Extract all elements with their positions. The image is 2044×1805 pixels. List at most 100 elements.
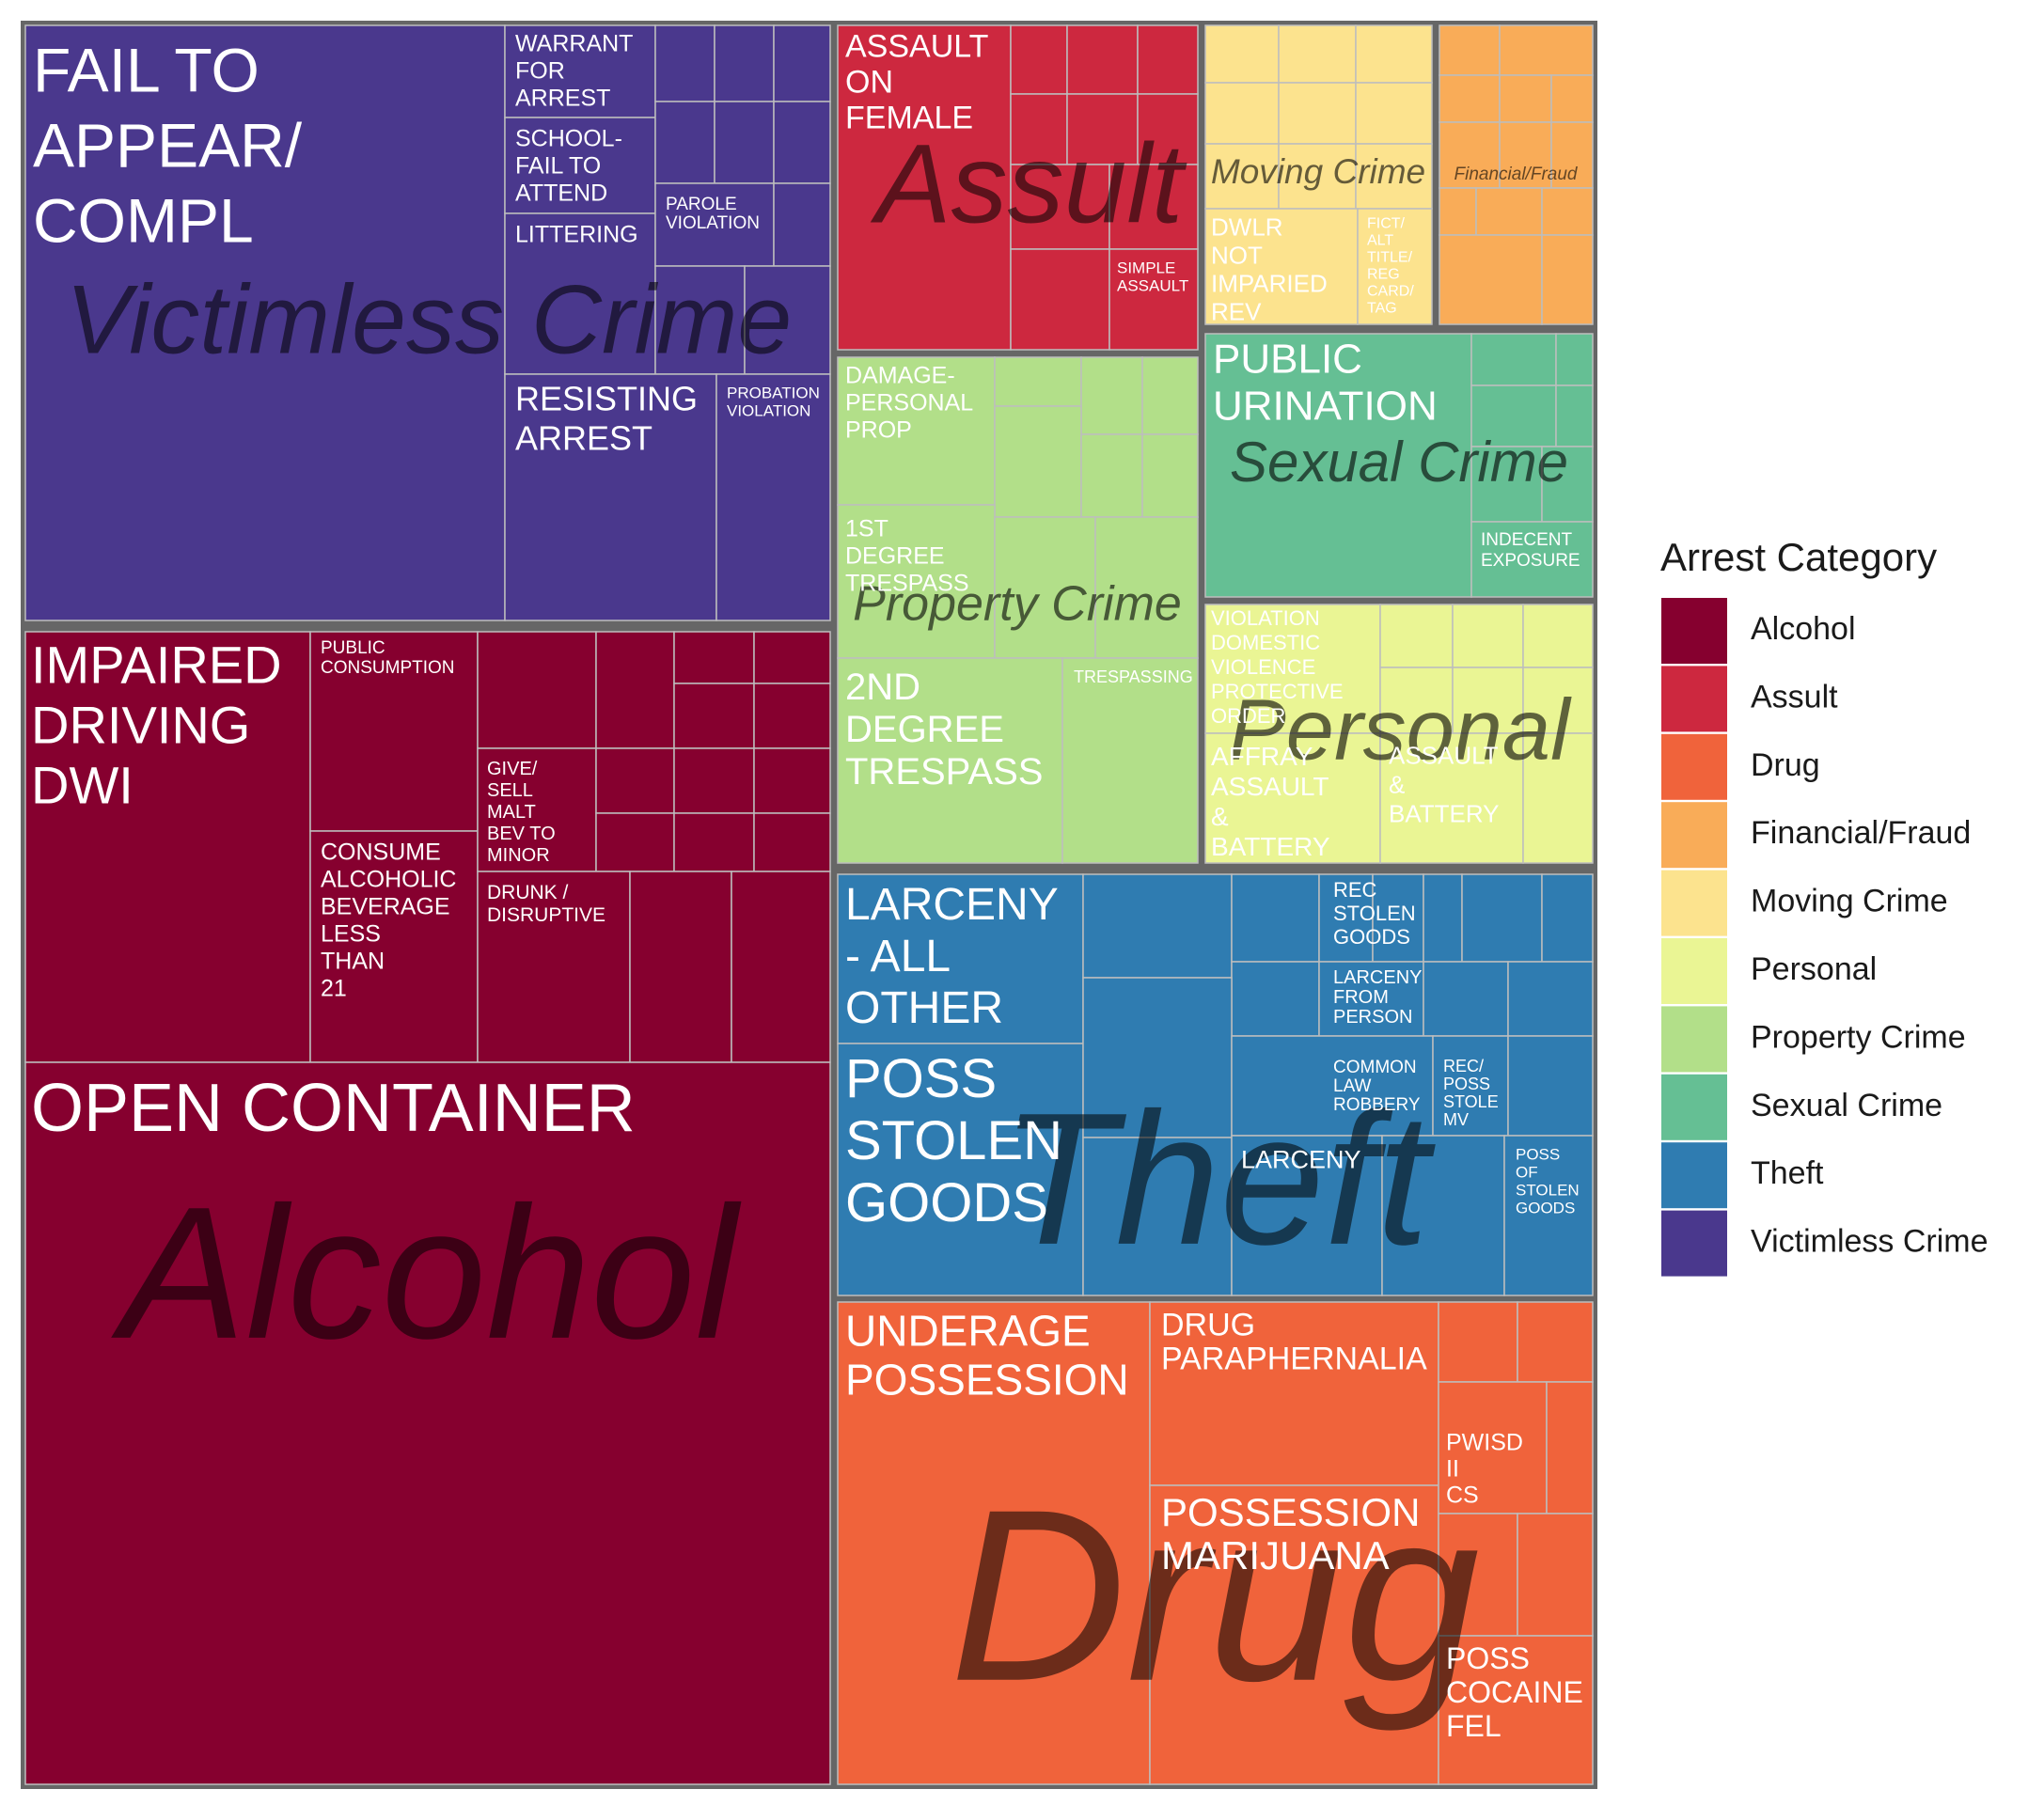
tile — [1546, 1381, 1594, 1515]
legend-label-assult: Assult — [1751, 679, 1838, 714]
tile-label-1st-degree-trespass: 1ST DEGREE TRESPASS — [845, 516, 969, 597]
tile — [1355, 143, 1433, 210]
tile — [773, 182, 831, 267]
tile — [673, 812, 755, 872]
tile — [629, 871, 732, 1063]
tile — [309, 830, 479, 1063]
legend-label-moving-crime: Moving Crime — [1751, 884, 1948, 919]
tile — [1379, 732, 1524, 864]
tile — [654, 182, 775, 267]
tile-label-assault-on-female: ASSAULT ON FEMALE — [845, 29, 988, 136]
tile-label-fict-alt-title-reg-card-tag: FICT/ALT TITLE/REG CARD/TAG — [1367, 215, 1414, 316]
group-label-personal: Personal — [1228, 682, 1572, 777]
tile — [1204, 732, 1381, 864]
tile — [1080, 356, 1143, 435]
tile — [1355, 82, 1433, 145]
tile — [837, 1043, 1084, 1296]
group-label-property-crime: Property Crime — [853, 577, 1182, 632]
tile — [1522, 667, 1594, 734]
group-moving-crime: Moving Crime DWLR NOT IMPARIED REV FICT/ALT TI… — [1204, 24, 1433, 325]
tile — [715, 373, 831, 621]
tile-label-poss-stolen-goods: POSS STOLEN GOODS — [845, 1048, 1062, 1233]
tile-label-drug-paraphernalia: DRUG PARAPHERNALIA — [1161, 1308, 1427, 1377]
tile — [1082, 1137, 1233, 1296]
tile — [24, 24, 506, 621]
tile-label-drunk-disruptive: DRUNK / DISRUPTIVE — [487, 882, 605, 926]
tile — [1499, 121, 1552, 189]
tile — [1137, 93, 1199, 165]
tile-label-violation-domestic-violence-protective-order: VIOLATION DOMESTIC VIOLENCE PROTECTIVE ORDER — [1211, 606, 1344, 728]
tile-label-affray-assault-battery: AFFRAY ASSAULT & BATTERY — [1211, 742, 1330, 861]
tile — [1066, 93, 1139, 165]
legend-swatch-financial-fraud — [1659, 800, 1729, 871]
legend-swatch-victimless-crime — [1659, 1208, 1729, 1279]
tile — [1080, 433, 1143, 518]
tile — [1439, 234, 1543, 325]
tile — [1231, 961, 1320, 1037]
tile-label-poss-of-stolen-goods: POSS OF STOLEN GOODS — [1516, 1145, 1580, 1216]
tile — [1439, 187, 1477, 236]
tile — [1550, 74, 1594, 123]
tile-label-possession-marijuana: POSSESSION MARIJUANA — [1161, 1490, 1420, 1577]
tile — [673, 747, 755, 814]
tile — [837, 24, 1012, 351]
tile-label-pwisd-ii-cs: PWISD II CS — [1446, 1430, 1523, 1509]
tile — [504, 212, 656, 375]
tile — [1061, 657, 1199, 864]
tile-label-school-fail-to-attend: SCHOOL-FAIL TO ATTEND — [515, 126, 622, 207]
tile-label-open-container: OPEN CONTAINER — [31, 1071, 636, 1146]
tile — [1423, 961, 1509, 1037]
tile — [1470, 446, 1543, 523]
tile — [1452, 667, 1524, 734]
tile-label-dwlr-not-imparied-rev: DWLR NOT IMPARIED REV — [1211, 212, 1328, 325]
tile — [1470, 521, 1594, 598]
tile — [1108, 248, 1199, 351]
tile-label-littering: LITTERING — [515, 222, 638, 248]
tile — [1231, 1035, 1434, 1137]
legend-swatch-personal — [1659, 936, 1729, 1006]
tile-label-public-consumption: PUBLIC CONSUMPTION — [321, 638, 455, 678]
tile — [477, 871, 631, 1063]
tile — [773, 24, 831, 102]
tile-label-trespassing: TRESPASSING — [1074, 667, 1193, 686]
tile — [1141, 433, 1199, 518]
group-label-sexual-crime: Sexual Crime — [1230, 431, 1568, 494]
tile — [714, 24, 775, 102]
tile — [731, 871, 831, 1063]
tile — [595, 631, 675, 749]
tile — [477, 631, 597, 749]
tile — [1082, 977, 1233, 1138]
tile — [673, 631, 755, 684]
tile — [1555, 333, 1594, 386]
tile — [595, 812, 675, 872]
tile-label-give-sell-malt-bev-to-minor: GIVE/SELL MALT BEV TO MINOR — [487, 759, 556, 866]
tile-label-rec-stolen-goods: REC STOLEN GOODS — [1333, 878, 1416, 949]
group-label-moving-crime: Moving Crime — [1211, 152, 1425, 191]
tile-label-public-urination: PUBLIC URINATION — [1213, 337, 1438, 430]
tile — [1541, 446, 1594, 523]
tile — [1379, 604, 1454, 668]
tile — [994, 356, 1082, 407]
legend-swatch-alcohol — [1659, 596, 1729, 666]
tile — [1555, 385, 1594, 447]
tile — [595, 747, 675, 814]
tile-label-fail-to-appear-compl: FAIL TO APPEAR/COMPL — [33, 35, 303, 255]
tile — [1517, 1301, 1594, 1383]
group-label-drug: Drug — [950, 1460, 1481, 1734]
tile — [309, 631, 479, 832]
tile — [673, 683, 755, 749]
tile — [654, 101, 715, 184]
tile — [1499, 74, 1552, 123]
tile — [1439, 74, 1501, 123]
tile — [1204, 333, 1472, 598]
tile — [1149, 1301, 1439, 1486]
tile — [504, 373, 717, 621]
tile — [1517, 1513, 1594, 1637]
tile — [1541, 234, 1594, 325]
tile — [1137, 24, 1199, 95]
tile-label-parole-violation: PAROLE VIOLATION — [666, 195, 760, 233]
tile — [477, 747, 597, 872]
